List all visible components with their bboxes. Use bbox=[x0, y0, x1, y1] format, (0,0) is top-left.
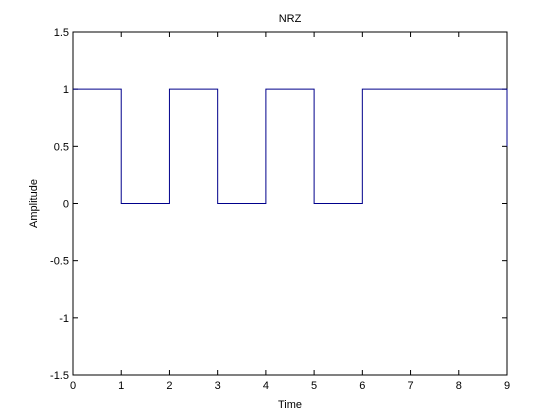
y-tick-label: -0.5 bbox=[50, 256, 69, 268]
x-tick-label: 1 bbox=[118, 380, 124, 392]
x-tick-label: 9 bbox=[504, 380, 510, 392]
y-tick-label: 0 bbox=[63, 199, 69, 211]
y-axis-label: Amplitude bbox=[28, 179, 40, 228]
nrz-signal-line bbox=[73, 88, 508, 204]
y-ticks: -1.5 -1 -0.5 0 0.5 1 1.5 bbox=[50, 27, 507, 382]
x-tick-label: 3 bbox=[215, 380, 221, 392]
x-tick-label: 8 bbox=[456, 380, 462, 392]
x-tick-label: 5 bbox=[311, 380, 317, 392]
chart-title: NRZ bbox=[279, 13, 302, 25]
y-tick-label: 1.5 bbox=[54, 27, 69, 39]
x-tick-label: 6 bbox=[359, 380, 365, 392]
y-tick-label: 0.5 bbox=[54, 141, 69, 153]
x-tick-label: 2 bbox=[166, 380, 172, 392]
x-tick-label: 4 bbox=[263, 380, 269, 392]
x-ticks: 0 1 2 3 4 5 6 7 8 9 bbox=[70, 32, 510, 392]
x-tick-label: 7 bbox=[407, 380, 413, 392]
series-layer bbox=[73, 88, 508, 204]
x-axis-label: Time bbox=[278, 399, 302, 411]
x-tick-label: 0 bbox=[70, 380, 76, 392]
y-tick-label: -1.5 bbox=[50, 370, 69, 382]
y-tick-label: -1 bbox=[59, 313, 69, 325]
y-tick-label: 1 bbox=[63, 84, 69, 96]
